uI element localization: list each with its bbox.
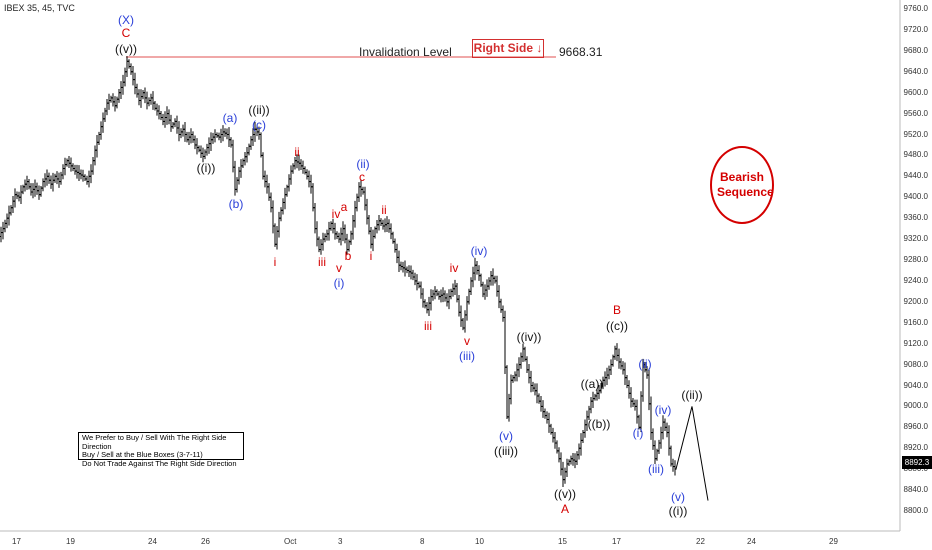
wave-label: (i) xyxy=(334,276,345,290)
y-tick-label: 9120.0 xyxy=(904,339,928,348)
wave-label: (b) xyxy=(229,197,244,211)
wave-label: ((ii)) xyxy=(248,103,269,117)
wave-label: (ii) xyxy=(356,157,369,171)
x-tick-label: 26 xyxy=(201,537,210,546)
chart-title: IBEX 35, 45, TVC xyxy=(4,3,75,13)
y-tick-label: 9400.0 xyxy=(904,192,928,201)
bearish-sequence-badge: Bearish Sequence xyxy=(710,146,774,224)
wave-label: c xyxy=(359,170,365,184)
wave-label: (a) xyxy=(223,111,238,125)
x-tick-label: 8 xyxy=(420,537,424,546)
y-tick-label: 9480.0 xyxy=(904,150,928,159)
wave-label: v xyxy=(464,334,470,348)
y-tick-label: 9160.0 xyxy=(904,318,928,327)
wave-label: iv xyxy=(450,261,459,275)
bearish-sequence-label: Bearish Sequence xyxy=(717,170,767,200)
wave-label: ii xyxy=(381,203,386,217)
y-tick-label: 9640.0 xyxy=(904,67,928,76)
wave-label: (v) xyxy=(499,429,513,443)
wave-label: ((c)) xyxy=(606,319,628,333)
y-tick-label: 8960.0 xyxy=(904,422,928,431)
wave-label: (c) xyxy=(252,118,266,132)
wave-label: a xyxy=(341,200,348,214)
wave-label: ((i)) xyxy=(669,504,688,518)
y-tick-label: 9000.0 xyxy=(904,401,928,410)
wave-label: ii xyxy=(294,145,299,159)
y-tick-label: 8840.0 xyxy=(904,485,928,494)
x-tick-label: 15 xyxy=(558,537,567,546)
wave-label: (iii) xyxy=(459,349,475,363)
y-tick-label: 9200.0 xyxy=(904,297,928,306)
y-tick-label: 9360.0 xyxy=(904,213,928,222)
x-tick-label: 29 xyxy=(829,537,838,546)
invalidation-price: 9668.31 xyxy=(559,45,602,59)
rule-line-3: Do Not Trade Against The Right Side Dire… xyxy=(82,460,240,469)
y-tick-label: 8920.0 xyxy=(904,443,928,452)
y-tick-label: 9560.0 xyxy=(904,109,928,118)
x-tick-label: 24 xyxy=(747,537,756,546)
y-tick-label: 9600.0 xyxy=(904,88,928,97)
y-tick-label: 9280.0 xyxy=(904,255,928,264)
wave-label: iv xyxy=(332,207,341,221)
wave-label: (v) xyxy=(671,490,685,504)
x-tick-label: 10 xyxy=(475,537,484,546)
wave-label: ((i)) xyxy=(197,161,216,175)
y-tick-label: 9320.0 xyxy=(904,234,928,243)
wave-label: iii xyxy=(318,255,326,269)
y-tick-label: 9240.0 xyxy=(904,276,928,285)
y-tick-label: 9760.0 xyxy=(904,4,928,13)
x-tick-label: 19 xyxy=(66,537,75,546)
wave-label: (ii) xyxy=(638,357,651,371)
wave-label: i xyxy=(370,249,373,263)
y-tick-label: 9040.0 xyxy=(904,381,928,390)
wave-label: (X) xyxy=(118,13,134,27)
y-tick-label: 9720.0 xyxy=(904,25,928,34)
wave-label: ((iii)) xyxy=(494,444,518,458)
x-tick-label: 22 xyxy=(696,537,705,546)
x-tick-label: 17 xyxy=(12,537,21,546)
x-tick-label: Oct xyxy=(284,537,296,546)
x-tick-label: 24 xyxy=(148,537,157,546)
current-price-tag: 8892.3 xyxy=(902,456,932,469)
invalidation-label: Invalidation Level xyxy=(359,45,452,59)
wave-label: B xyxy=(613,303,621,317)
wave-label: b xyxy=(345,249,352,263)
y-tick-label: 9080.0 xyxy=(904,360,928,369)
wave-label: (i) xyxy=(633,426,644,440)
trading-rules-box: We Prefer to Buy / Sell With The Right S… xyxy=(78,432,244,460)
wave-label: (iv) xyxy=(655,403,672,417)
wave-label: ((v)) xyxy=(115,42,137,56)
y-tick-label: 9680.0 xyxy=(904,46,928,55)
y-tick-label: 9440.0 xyxy=(904,171,928,180)
x-tick-label: 17 xyxy=(612,537,621,546)
wave-label: A xyxy=(561,502,569,516)
wave-label: v xyxy=(336,261,342,275)
x-tick-label: 3 xyxy=(338,537,342,546)
projection-path xyxy=(676,406,708,500)
wave-label: ((a)) xyxy=(581,377,604,391)
wave-label: ((v)) xyxy=(554,487,576,501)
wave-label: ((ii)) xyxy=(681,388,702,402)
wave-label: i xyxy=(274,255,277,269)
wave-label: ((iv)) xyxy=(517,330,542,344)
wave-label: ((b)) xyxy=(588,417,611,431)
wave-label: C xyxy=(122,26,131,40)
y-tick-label: 8800.0 xyxy=(904,506,928,515)
wave-label: (iv) xyxy=(471,244,488,258)
wave-label: (iii) xyxy=(648,462,664,476)
y-tick-label: 9520.0 xyxy=(904,130,928,139)
right-side-badge: Right Side ↓ xyxy=(472,39,544,58)
rule-line-1: We Prefer to Buy / Sell With The Right S… xyxy=(82,434,240,451)
wave-label: iii xyxy=(424,319,432,333)
